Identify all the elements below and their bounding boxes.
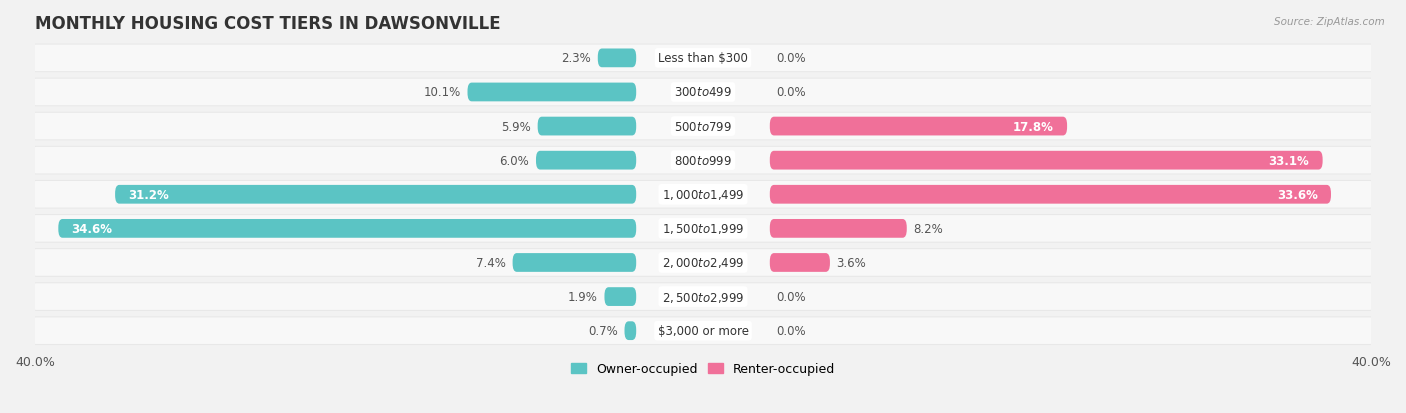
FancyBboxPatch shape [30, 112, 1376, 141]
Text: $800 to $999: $800 to $999 [673, 154, 733, 167]
FancyBboxPatch shape [537, 117, 636, 136]
Text: 8.2%: 8.2% [914, 222, 943, 235]
Legend: Owner-occupied, Renter-occupied: Owner-occupied, Renter-occupied [567, 358, 839, 380]
Text: Source: ZipAtlas.com: Source: ZipAtlas.com [1274, 17, 1385, 26]
Text: 6.0%: 6.0% [499, 154, 529, 167]
FancyBboxPatch shape [770, 117, 1067, 136]
Text: 33.1%: 33.1% [1268, 154, 1309, 167]
Text: 7.4%: 7.4% [477, 256, 506, 269]
Text: 10.1%: 10.1% [423, 86, 461, 99]
Text: $2,500 to $2,999: $2,500 to $2,999 [662, 290, 744, 304]
Text: 33.6%: 33.6% [1277, 188, 1317, 201]
FancyBboxPatch shape [31, 216, 1375, 242]
FancyBboxPatch shape [536, 152, 636, 170]
Text: $3,000 or more: $3,000 or more [658, 324, 748, 337]
Text: Less than $300: Less than $300 [658, 52, 748, 65]
FancyBboxPatch shape [598, 50, 636, 68]
Text: MONTHLY HOUSING COST TIERS IN DAWSONVILLE: MONTHLY HOUSING COST TIERS IN DAWSONVILL… [35, 15, 501, 33]
FancyBboxPatch shape [770, 185, 1331, 204]
FancyBboxPatch shape [31, 284, 1375, 310]
FancyBboxPatch shape [770, 152, 1323, 170]
Text: 34.6%: 34.6% [72, 222, 112, 235]
Text: 0.7%: 0.7% [588, 324, 617, 337]
FancyBboxPatch shape [31, 318, 1375, 344]
Text: $500 to $799: $500 to $799 [673, 120, 733, 133]
Text: 2.3%: 2.3% [561, 52, 591, 65]
Text: 31.2%: 31.2% [128, 188, 169, 201]
FancyBboxPatch shape [115, 185, 636, 204]
FancyBboxPatch shape [605, 287, 636, 306]
FancyBboxPatch shape [31, 249, 1375, 276]
Text: 0.0%: 0.0% [776, 52, 806, 65]
Text: 0.0%: 0.0% [776, 86, 806, 99]
Text: 17.8%: 17.8% [1012, 120, 1053, 133]
Text: 0.0%: 0.0% [776, 290, 806, 303]
FancyBboxPatch shape [770, 254, 830, 272]
FancyBboxPatch shape [30, 78, 1376, 107]
Text: 0.0%: 0.0% [776, 324, 806, 337]
Text: $1,000 to $1,499: $1,000 to $1,499 [662, 188, 744, 202]
FancyBboxPatch shape [31, 147, 1375, 174]
FancyBboxPatch shape [31, 45, 1375, 72]
FancyBboxPatch shape [770, 219, 907, 238]
FancyBboxPatch shape [58, 219, 636, 238]
Text: $1,500 to $1,999: $1,500 to $1,999 [662, 222, 744, 236]
FancyBboxPatch shape [30, 147, 1376, 175]
FancyBboxPatch shape [31, 114, 1375, 140]
Text: $2,000 to $2,499: $2,000 to $2,499 [662, 256, 744, 270]
FancyBboxPatch shape [30, 249, 1376, 277]
Text: 5.9%: 5.9% [501, 120, 531, 133]
Text: 1.9%: 1.9% [568, 290, 598, 303]
FancyBboxPatch shape [30, 180, 1376, 209]
FancyBboxPatch shape [513, 254, 636, 272]
FancyBboxPatch shape [30, 214, 1376, 243]
FancyBboxPatch shape [30, 317, 1376, 345]
FancyBboxPatch shape [30, 282, 1376, 311]
FancyBboxPatch shape [624, 322, 636, 340]
FancyBboxPatch shape [468, 83, 636, 102]
Text: $300 to $499: $300 to $499 [673, 86, 733, 99]
FancyBboxPatch shape [31, 182, 1375, 208]
FancyBboxPatch shape [30, 45, 1376, 73]
FancyBboxPatch shape [31, 79, 1375, 106]
Text: 3.6%: 3.6% [837, 256, 866, 269]
